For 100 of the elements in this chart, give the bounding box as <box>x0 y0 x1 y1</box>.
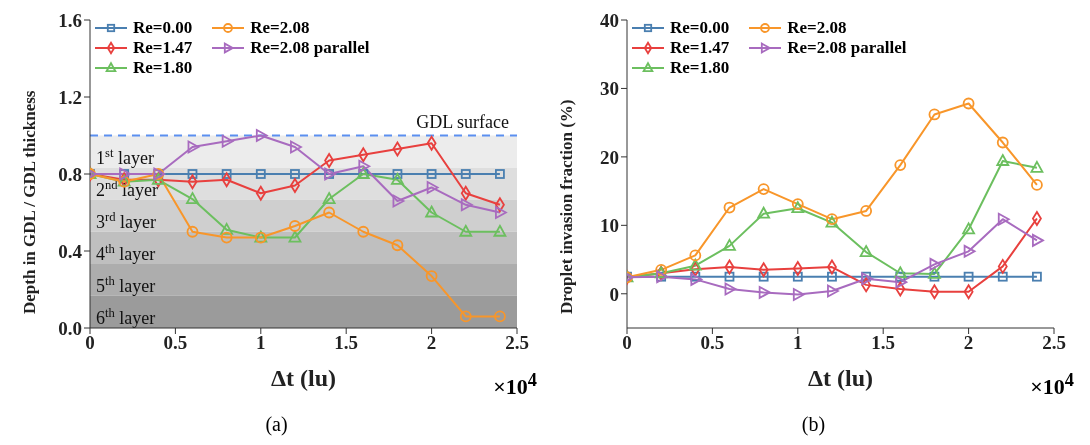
point <box>425 205 438 218</box>
x-axis-title: Δt (lu) <box>270 365 337 391</box>
y-tick-label: 0.4 <box>58 240 83 262</box>
x-tick-label: 0.5 <box>700 332 725 354</box>
legend-label: Re=0.00 <box>133 18 193 38</box>
point <box>963 244 976 258</box>
point <box>220 222 234 235</box>
point <box>688 258 702 271</box>
point <box>962 222 975 235</box>
point <box>495 206 507 219</box>
point <box>1030 160 1044 173</box>
text: (a) <box>264 413 289 436</box>
point <box>220 231 233 244</box>
legend-label: Re=1.47 <box>670 38 730 58</box>
ref-line-label: GDL surface <box>416 111 509 132</box>
point <box>255 169 266 179</box>
point <box>391 172 404 185</box>
point <box>221 169 232 179</box>
point <box>426 181 439 194</box>
point <box>689 249 702 262</box>
x-tick-label: 1.5 <box>871 332 896 354</box>
point <box>323 206 336 219</box>
point <box>895 275 908 289</box>
point <box>996 136 1009 149</box>
point <box>757 206 771 219</box>
point <box>996 154 1010 166</box>
point <box>425 270 438 282</box>
x-tick-label: 2 <box>963 332 974 354</box>
legend-label: Re=1.80 <box>670 58 730 78</box>
point <box>186 192 199 204</box>
legend-label: Re=2.08 <box>250 18 310 38</box>
legend-label: Re=1.80 <box>133 58 193 78</box>
point <box>758 286 771 299</box>
point <box>187 169 198 179</box>
point <box>493 224 507 237</box>
point <box>827 271 837 282</box>
point <box>392 194 405 208</box>
point <box>928 108 941 121</box>
point <box>459 310 472 323</box>
point <box>426 169 437 179</box>
legend-label: Re=0.00 <box>670 18 730 38</box>
point <box>757 183 770 195</box>
point <box>255 129 268 142</box>
x-tick-label: 1.5 <box>334 332 359 354</box>
point <box>322 192 336 204</box>
y-tick-label: 40 <box>600 9 619 31</box>
band-label: 5$^{th}$ layer <box>96 273 156 296</box>
point <box>860 205 873 217</box>
point <box>392 169 403 179</box>
point <box>929 257 942 271</box>
x-tick-label: 0.5 <box>163 332 188 354</box>
point <box>324 153 335 168</box>
x-tick-label: 2.5 <box>1042 332 1066 354</box>
band-label: 3$^{rd}$ layer <box>96 209 156 232</box>
y-tick-label: 0.8 <box>58 163 82 185</box>
point <box>723 201 736 214</box>
y-tick-label: 1.2 <box>58 86 82 108</box>
point <box>494 310 506 323</box>
legend-label: Re=2.08 parallel <box>250 38 370 58</box>
point <box>690 271 701 282</box>
point <box>997 259 1008 274</box>
point <box>963 271 974 282</box>
band-label: 1$^{st}$ layer <box>96 145 154 168</box>
x-tick-label: 1 <box>793 332 803 354</box>
point <box>894 159 907 171</box>
text: ×10$^{4}$ <box>1030 370 1074 401</box>
y-tick-label: 0 <box>609 283 619 305</box>
legend-label: Re=1.47 <box>133 38 193 58</box>
point <box>792 261 803 276</box>
point <box>289 220 301 232</box>
y-tick-label: 30 <box>600 78 619 100</box>
point <box>290 140 302 154</box>
point <box>1031 179 1043 191</box>
point <box>358 159 371 173</box>
point <box>460 198 473 212</box>
x-axis-title: Δt (lu) <box>807 365 874 391</box>
point <box>723 238 736 251</box>
point <box>928 267 941 279</box>
point <box>895 271 906 282</box>
point <box>724 282 737 296</box>
legend-label: Re=2.08 <box>787 18 847 38</box>
y-axis-title: Depth in GDL / GDL thickness <box>20 90 40 314</box>
band-label: 6$^{th}$ layer <box>96 306 156 328</box>
y-axis-title: Droplet invasion fraction (%) <box>557 99 577 314</box>
x-tick-label: 2.5 <box>505 332 529 354</box>
point <box>962 97 975 110</box>
band-label: 4$^{th}$ layer <box>96 241 156 264</box>
point <box>893 266 907 279</box>
point <box>997 212 1010 226</box>
y-tick-label: 20 <box>600 146 619 168</box>
point <box>1032 233 1044 247</box>
y-tick-label: 10 <box>600 215 619 237</box>
point <box>690 273 703 286</box>
x-tick-label: 2 <box>426 332 437 354</box>
point <box>357 225 370 238</box>
point <box>827 284 839 298</box>
text: ×10$^{4}$ <box>493 370 537 401</box>
text: (b) <box>800 413 827 436</box>
point <box>290 169 300 179</box>
point <box>792 271 803 282</box>
